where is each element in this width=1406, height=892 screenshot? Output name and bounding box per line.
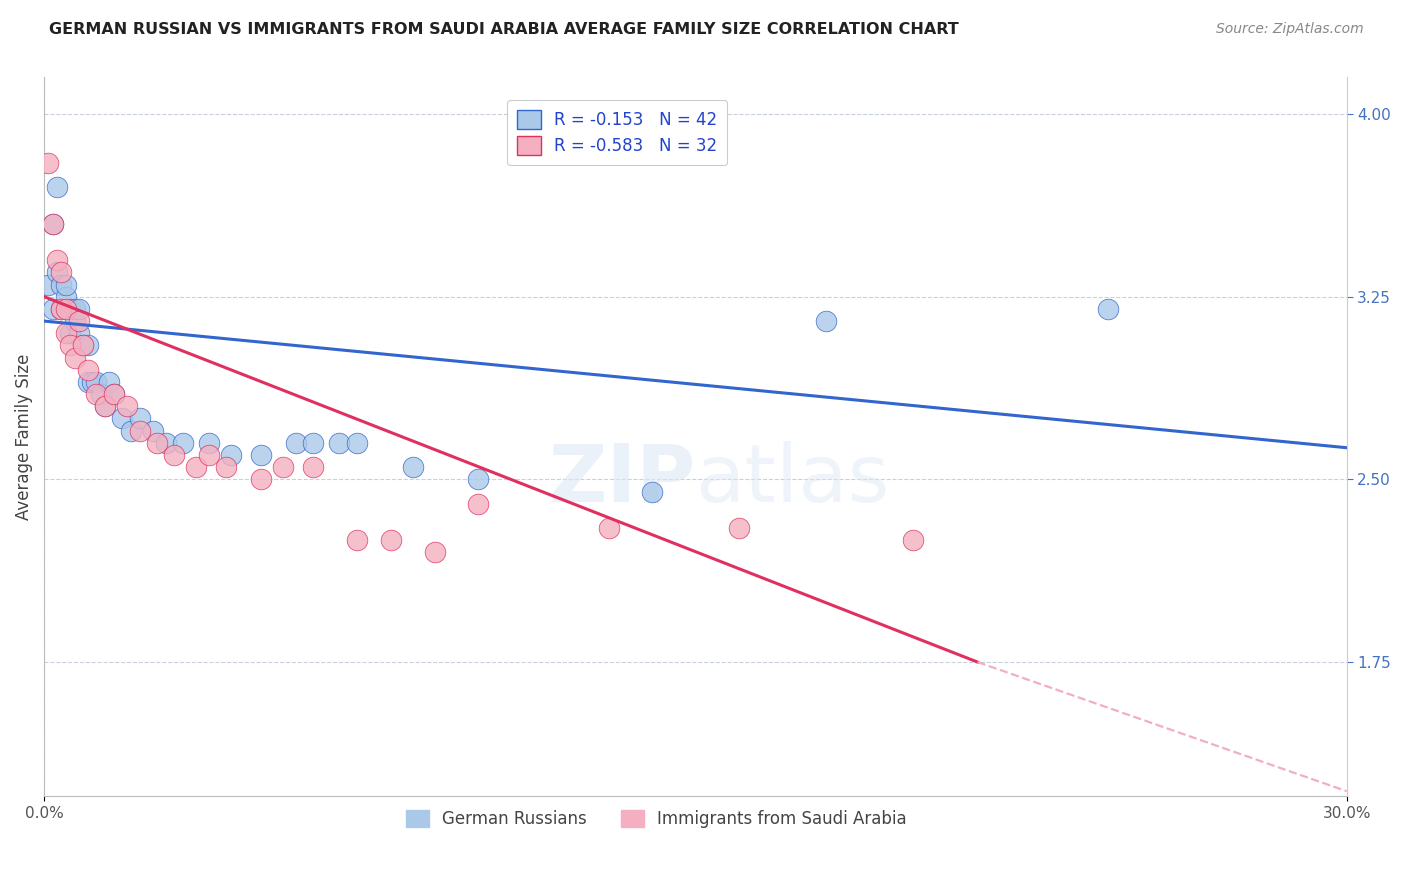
Point [51, 301, 73, 316]
Point [163, 448, 186, 462]
Point [467, 472, 489, 486]
Point [55, 301, 77, 316]
Point [128, 411, 150, 425]
Point [42, 301, 65, 316]
Point [90, 387, 112, 401]
Point [84, 375, 107, 389]
Point [128, 424, 150, 438]
Point [63, 351, 86, 365]
Point [111, 411, 134, 425]
Point [120, 424, 142, 438]
Point [72, 338, 94, 352]
Point [67, 314, 90, 328]
Point [103, 387, 125, 401]
Point [46, 253, 69, 268]
Point [402, 460, 425, 475]
Point [59, 326, 82, 341]
Point [63, 314, 86, 328]
Point [76, 375, 98, 389]
Point [55, 290, 77, 304]
Point [423, 545, 446, 559]
Point [328, 435, 350, 450]
Point [250, 472, 273, 486]
Point [271, 460, 294, 475]
Point [76, 338, 98, 352]
Y-axis label: Average Family Size: Average Family Size [15, 353, 32, 520]
Point [46, 180, 69, 194]
Point [641, 484, 664, 499]
Legend: German Russians, Immigrants from Saudi Arabia: German Russians, Immigrants from Saudi A… [399, 803, 914, 835]
Point [901, 533, 924, 548]
Point [98, 375, 121, 389]
Text: Source: ZipAtlas.com: Source: ZipAtlas.com [1216, 22, 1364, 37]
Point [598, 521, 620, 535]
Point [142, 424, 165, 438]
Point [146, 435, 169, 450]
Point [51, 301, 73, 316]
Point [42, 217, 65, 231]
Point [250, 448, 273, 462]
Point [380, 533, 402, 548]
Point [67, 301, 90, 316]
Text: atlas: atlas [696, 441, 890, 519]
Point [346, 533, 368, 548]
Point [51, 265, 73, 279]
Point [302, 460, 325, 475]
Text: ZIP: ZIP [548, 441, 696, 519]
Point [42, 217, 65, 231]
Point [37, 155, 59, 169]
Point [727, 521, 749, 535]
Point [346, 435, 368, 450]
Point [94, 400, 117, 414]
Point [37, 277, 59, 292]
Point [55, 277, 77, 292]
Point [67, 326, 90, 341]
Point [284, 435, 307, 450]
Point [172, 435, 194, 450]
Point [198, 448, 221, 462]
Point [184, 460, 207, 475]
Point [115, 400, 138, 414]
Point [63, 301, 86, 316]
Point [59, 301, 82, 316]
Point [84, 387, 107, 401]
Point [467, 497, 489, 511]
Point [198, 435, 221, 450]
Point [94, 400, 117, 414]
Point [215, 460, 238, 475]
Point [103, 387, 125, 401]
Point [219, 448, 242, 462]
Point [302, 435, 325, 450]
Point [72, 338, 94, 352]
Point [80, 375, 103, 389]
Point [76, 363, 98, 377]
Point [814, 314, 837, 328]
Point [51, 277, 73, 292]
Point [59, 338, 82, 352]
Point [55, 326, 77, 341]
Text: GERMAN RUSSIAN VS IMMIGRANTS FROM SAUDI ARABIA AVERAGE FAMILY SIZE CORRELATION C: GERMAN RUSSIAN VS IMMIGRANTS FROM SAUDI … [49, 22, 959, 37]
Point [46, 265, 69, 279]
Point [1097, 301, 1119, 316]
Point [155, 435, 177, 450]
